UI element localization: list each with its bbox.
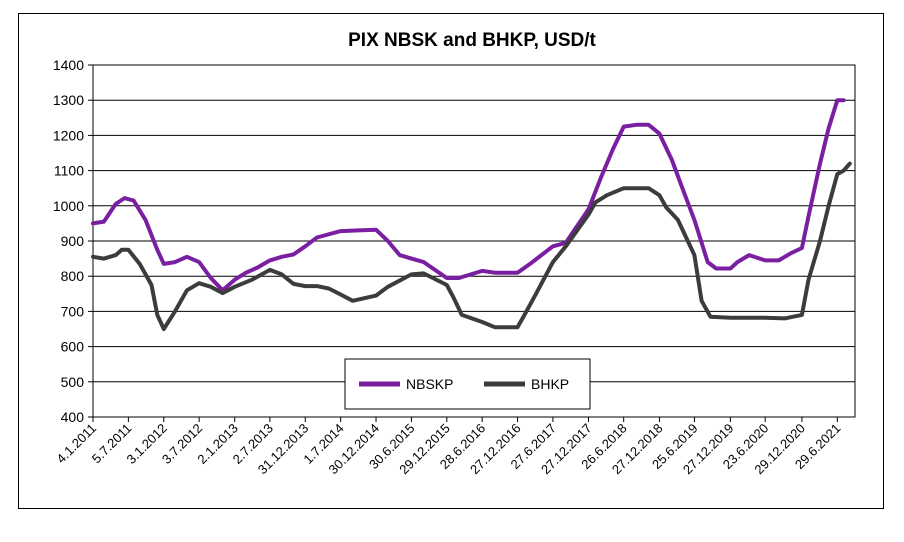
y-tick-label: 700 — [61, 303, 85, 319]
series-line-nbskp — [91, 98, 846, 293]
y-tick-label: 600 — [61, 339, 85, 355]
y-tick-label: 1200 — [53, 127, 84, 143]
legend-label-bhkp: BHKP — [531, 376, 569, 392]
y-tick-label: 400 — [61, 409, 85, 425]
y-axis-ticks: 400 500 600 700 800 900 1000 1100 1200 1300 1400 — [53, 57, 93, 425]
legend: NBSKP BHKP — [344, 358, 591, 410]
series-line-bhkp — [91, 161, 852, 331]
y-tick-label: 800 — [61, 268, 85, 284]
y-tick-label: 1300 — [53, 92, 84, 108]
chart-title: PIX NBSK and BHKP, USD/t — [348, 30, 596, 51]
y-tick-label: 500 — [61, 374, 85, 390]
y-tick-label: 1400 — [53, 57, 84, 73]
y-tick-label: 1000 — [53, 198, 84, 214]
gridlines — [93, 99, 855, 383]
series-lines — [91, 98, 852, 331]
y-tick-label: 900 — [61, 233, 85, 249]
x-axis-ticks: 4.1.20115.7.20113.1.20123.7.20122.1.2013… — [53, 417, 843, 477]
legend-label-nbskp: NBSKP — [406, 376, 453, 392]
y-tick-label: 1100 — [54, 163, 84, 179]
